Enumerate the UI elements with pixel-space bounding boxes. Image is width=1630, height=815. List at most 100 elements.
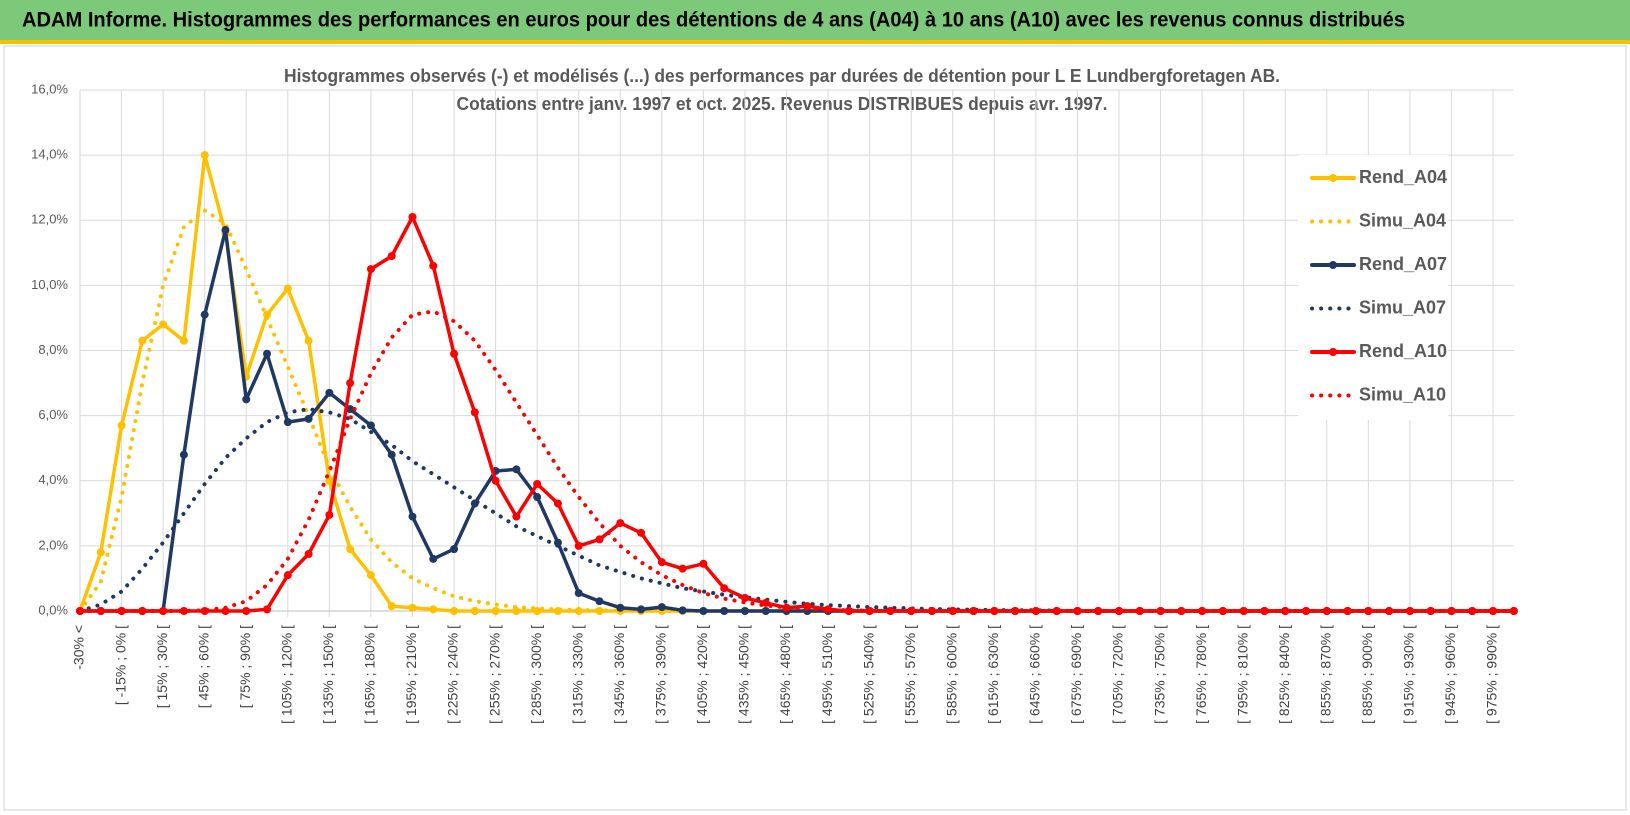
- series-point: [1364, 607, 1373, 615]
- series-point: [1281, 607, 1290, 615]
- series-point: [429, 261, 438, 270]
- x-tick-label: [ 75% ; 90% [: [237, 625, 253, 708]
- header-bar: [0, 0, 1630, 40]
- series-point: [387, 602, 396, 611]
- y-tick-label: 10,0%: [31, 277, 68, 292]
- series-point: [720, 584, 729, 593]
- series-point: [242, 395, 251, 404]
- legend-label: Simu_A07: [1359, 297, 1446, 317]
- series-point: [657, 558, 666, 567]
- series-point: [346, 405, 355, 414]
- series-point: [657, 603, 666, 612]
- y-tick-label: 8,0%: [38, 342, 68, 357]
- series-point: [699, 559, 708, 568]
- legend-label: Simu_A10: [1359, 384, 1446, 404]
- x-tick-label: [ 825% ; 840% [: [1276, 625, 1292, 724]
- series-point: [366, 571, 375, 580]
- x-tick-label: [ 45% ; 60% [: [195, 625, 211, 708]
- x-tick-label: [ 255% ; 270% [: [486, 625, 502, 724]
- series-point: [491, 476, 500, 485]
- y-tick-label: 16,0%: [31, 81, 68, 96]
- y-tick-label: 4,0%: [38, 472, 68, 487]
- x-tick-label: [ 405% ; 420% [: [694, 625, 710, 724]
- y-tick-label: 2,0%: [38, 537, 68, 552]
- x-tick-label: [ 345% ; 360% [: [611, 625, 627, 724]
- series-point: [429, 605, 438, 614]
- y-tick-label: 12,0%: [31, 212, 68, 227]
- series-point: [907, 607, 916, 615]
- series-point: [138, 336, 147, 345]
- series-point: [574, 589, 583, 598]
- x-tick-label: [ 675% ; 690% [: [1068, 625, 1084, 724]
- series-point: [1052, 607, 1061, 615]
- x-tick-label: [ 855% ; 870% [: [1318, 625, 1334, 724]
- series-point: [699, 607, 708, 615]
- x-tick-label: [ 915% ; 930% [: [1401, 625, 1417, 724]
- series-point: [408, 212, 417, 221]
- x-tick-label: [ 465% ; 480% [: [777, 625, 793, 724]
- y-tick-label: 6,0%: [38, 407, 68, 422]
- series-point: [1260, 607, 1269, 615]
- series-point: [969, 607, 978, 615]
- series-point: [1405, 607, 1414, 615]
- series-point: [637, 528, 646, 537]
- y-tick-label: 14,0%: [31, 147, 68, 162]
- chart-title: Histogrammes observés (-) et modélisés (…: [284, 66, 1280, 86]
- series-point: [491, 607, 500, 615]
- series-point: [512, 512, 521, 521]
- x-tick-label: [ 765% ; 780% [: [1193, 625, 1209, 724]
- legend-box: [1298, 155, 1448, 420]
- y-tick-label: 0,0%: [38, 602, 68, 617]
- x-tick-label: [ 165% ; 180% [: [362, 625, 378, 724]
- series-point: [616, 519, 625, 528]
- series-point: [263, 349, 272, 358]
- series-point: [1489, 607, 1498, 615]
- x-tick-label: [ 375% ; 390% [: [653, 625, 669, 724]
- series-point: [824, 605, 833, 614]
- series-point: [616, 603, 625, 612]
- x-tick-label: [ 195% ; 210% [: [403, 625, 419, 724]
- x-tick-label: [ 945% ; 960% [: [1442, 625, 1458, 724]
- x-tick-label: [ 105% ; 120% [: [279, 625, 295, 724]
- series-point: [96, 548, 105, 557]
- legend-marker: [1329, 261, 1337, 269]
- series-point: [283, 571, 292, 580]
- series-point: [283, 418, 292, 427]
- series-point: [325, 388, 334, 397]
- series-point: [304, 414, 313, 423]
- x-tick-label: [ 705% ; 720% [: [1110, 625, 1126, 724]
- series-point: [533, 607, 542, 615]
- series-point: [346, 379, 355, 388]
- header-title: ADAM Informe. Histogrammes des performan…: [22, 9, 1405, 32]
- series-point: [304, 550, 313, 559]
- series-point: [159, 320, 168, 329]
- series-point: [1426, 607, 1435, 615]
- series-point: [1073, 607, 1082, 615]
- x-tick-label: [ 285% ; 300% [: [528, 625, 544, 724]
- series-point: [512, 607, 521, 615]
- x-tick-label: [ 795% ; 810% [: [1234, 625, 1250, 724]
- series-point: [927, 607, 936, 615]
- series-point: [533, 480, 542, 489]
- x-tick-label: [ 525% ; 540% [: [860, 625, 876, 724]
- series-point: [450, 607, 459, 615]
- x-tick-label: [ 495% ; 510% [: [819, 625, 835, 724]
- x-tick-label: [ 645% ; 660% [: [1027, 625, 1043, 724]
- series-point: [221, 607, 230, 615]
- series-point: [242, 607, 251, 615]
- series-point: [720, 607, 729, 615]
- x-tick-label: [ 615% ; 630% [: [985, 625, 1001, 724]
- series-point: [346, 545, 355, 554]
- legend-label: Rend_A07: [1359, 254, 1447, 274]
- x-tick-label: [ 735% ; 750% [: [1151, 625, 1167, 724]
- legend-label: Rend_A10: [1359, 341, 1447, 361]
- series-point: [574, 541, 583, 550]
- series-point: [533, 493, 542, 502]
- series-point: [761, 598, 770, 607]
- legend-label: Rend_A04: [1359, 167, 1447, 187]
- x-tick-label: [ 315% ; 330% [: [569, 625, 585, 724]
- series-point: [761, 607, 770, 615]
- series-point: [678, 606, 687, 615]
- series-point: [595, 535, 604, 544]
